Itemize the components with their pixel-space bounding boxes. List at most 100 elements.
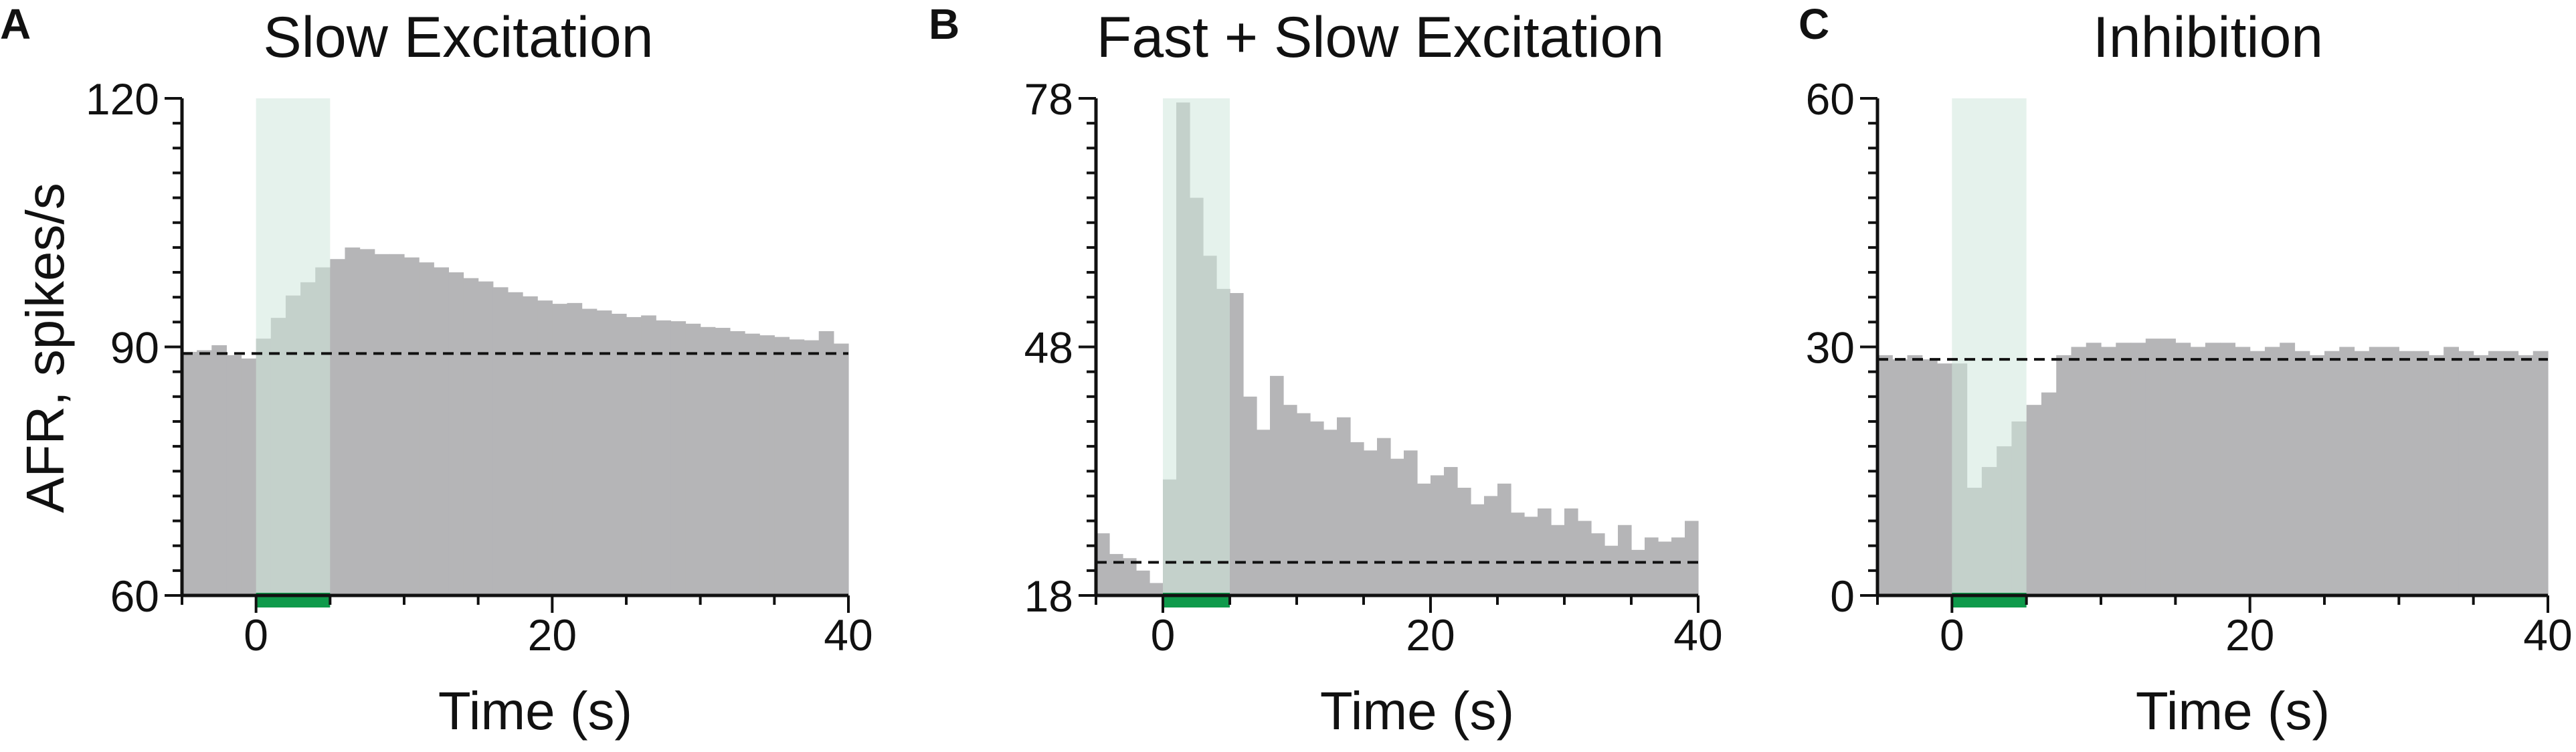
bar [2175, 343, 2191, 595]
bar [656, 320, 671, 595]
bar [1497, 483, 1511, 595]
bar [492, 287, 509, 595]
bar [2503, 351, 2519, 595]
stimulus-window [1163, 98, 1230, 595]
bar [2413, 351, 2429, 595]
bar [2369, 347, 2385, 595]
bar [2026, 405, 2042, 595]
bar [2190, 347, 2206, 595]
bar [2309, 355, 2325, 595]
y-tick-label: 120 [86, 74, 159, 124]
bar [1877, 355, 1893, 595]
bar [2444, 347, 2459, 595]
bar [2205, 343, 2221, 595]
bar [1922, 359, 1938, 595]
bar [2160, 339, 2176, 595]
bar [463, 278, 479, 595]
bar [241, 358, 257, 595]
bar [197, 350, 212, 595]
bar [1337, 417, 1351, 595]
bar [330, 259, 346, 595]
bar [1631, 549, 1645, 595]
bar [2488, 351, 2504, 595]
bar [685, 323, 701, 595]
bar [389, 254, 405, 595]
bar [1618, 525, 1632, 595]
bar [374, 254, 390, 595]
bar [1257, 430, 1271, 595]
bar [2324, 351, 2340, 595]
bar [434, 267, 449, 595]
bar [1538, 508, 1552, 595]
bar [523, 296, 538, 595]
bar [2145, 339, 2161, 595]
bar [1671, 537, 1685, 595]
bar [1350, 442, 1364, 595]
bar [2384, 347, 2399, 595]
bar [1404, 450, 1418, 595]
bar [2264, 347, 2280, 595]
bar [1417, 483, 1431, 595]
bar [2473, 355, 2489, 595]
bar [1323, 430, 1338, 595]
bar [596, 310, 612, 595]
bar [1457, 488, 1471, 595]
y-tick-label: 18 [1024, 571, 1073, 621]
x-axis-title: Time (s) [438, 681, 632, 741]
bar [1471, 504, 1485, 595]
x-tick-label: 40 [824, 610, 872, 660]
bar [1645, 537, 1659, 595]
bar [1524, 516, 1538, 595]
bar [1377, 438, 1391, 595]
x-tick-label: 40 [1673, 610, 1722, 660]
x-tick-label: 20 [2225, 610, 2274, 660]
bar [1604, 545, 1619, 595]
bar [2428, 355, 2444, 595]
bar [2249, 351, 2266, 595]
bar [1484, 496, 1498, 595]
bar [611, 313, 627, 595]
bar [2354, 351, 2370, 595]
bar [226, 355, 242, 595]
bar [1431, 475, 1445, 595]
bar [345, 247, 361, 595]
bar [552, 304, 568, 595]
bar [1364, 450, 1378, 595]
bar [729, 331, 745, 595]
bar [626, 316, 642, 595]
bar [818, 331, 834, 595]
x-tick-label: 0 [1940, 610, 1964, 660]
y-tick-label: 90 [110, 323, 159, 373]
bar [1591, 533, 1605, 596]
panel-b: B Fast + Slow Excitation 18 48 78 0 20 40 Time (… [929, 0, 1723, 741]
bar [1297, 413, 1311, 595]
x-tick-label: 0 [1151, 610, 1176, 660]
bar [2458, 351, 2474, 595]
bar [2339, 347, 2355, 595]
bar [1551, 525, 1565, 595]
y-tick-label: 78 [1024, 74, 1073, 124]
panel-letter: A [0, 0, 31, 48]
y-axis-title: AFR, spikes/s [15, 183, 75, 512]
bar [1444, 467, 1458, 595]
x-tick-label: 0 [244, 610, 268, 660]
y-tick-label: 0 [1830, 571, 1855, 621]
bar [359, 249, 375, 595]
bar [1096, 533, 1110, 596]
bar [2116, 343, 2132, 595]
panel-c: C Inhibition 0 30 60 0 20 40 Time (s) [1799, 0, 2573, 741]
bar [2294, 351, 2310, 595]
bar [1564, 508, 1578, 595]
bar [1123, 558, 1137, 595]
bar [2280, 343, 2296, 595]
stimulus-window [256, 98, 331, 595]
bar [404, 257, 420, 595]
bar [182, 351, 197, 595]
bar [1283, 405, 1297, 595]
bar [804, 340, 820, 595]
bar [715, 328, 731, 595]
bar [2533, 351, 2549, 595]
y-tick-label: 60 [110, 571, 159, 621]
bar [2399, 351, 2415, 595]
